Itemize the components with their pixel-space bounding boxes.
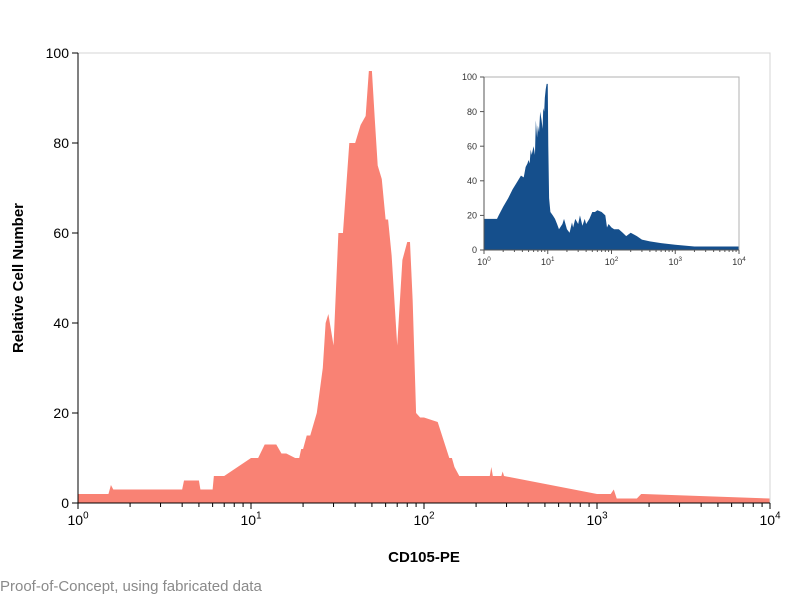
y-axis-title: Relative Cell Number xyxy=(10,203,27,353)
inset-x-tick-label: 100 xyxy=(477,256,491,267)
y-tick-label: 0 xyxy=(61,495,69,511)
x-tick-label: 103 xyxy=(586,511,608,528)
footer-note: Proof-of-Concept, using fabricated data xyxy=(0,578,262,595)
inset-x-axis-ticks: 100 101 102 103 104 xyxy=(477,250,746,267)
x-tick-label: 101 xyxy=(240,511,261,528)
inset-y-tick-label: 20 xyxy=(467,211,477,221)
inset-y-tick-label: 0 xyxy=(472,245,477,255)
inset-x-tick-label: 104 xyxy=(732,256,746,267)
inset-x-tick-label: 102 xyxy=(605,256,619,267)
x-tick-label: 104 xyxy=(759,511,781,528)
inset-y-tick-label: 60 xyxy=(467,141,477,151)
y-tick-label: 80 xyxy=(53,135,69,151)
main-plot: 0 20 40 60 80 100 100 101 102 103 104 CD105-PE Re… xyxy=(10,45,781,566)
inset-y-tick-label: 40 xyxy=(467,176,477,186)
x-tick-label: 100 xyxy=(67,511,89,528)
y-tick-label: 40 xyxy=(53,315,69,331)
inset-y-tick-label: 100 xyxy=(462,72,477,82)
y-axis-ticks: 0 20 40 60 80 100 xyxy=(46,45,78,511)
y-tick-label: 60 xyxy=(53,225,69,241)
y-tick-label: 20 xyxy=(53,405,69,421)
inset-y-axis-ticks: 0 20 40 60 80 100 xyxy=(462,72,484,255)
y-tick-label: 100 xyxy=(46,45,70,61)
x-axis-ticks: 100 101 102 103 104 xyxy=(67,503,781,528)
x-axis-title: CD105-PE xyxy=(388,549,460,566)
inset-x-tick-label: 103 xyxy=(668,256,682,267)
inset-x-tick-label: 101 xyxy=(541,256,555,267)
inset-histogram-area xyxy=(484,83,739,250)
x-tick-label: 102 xyxy=(413,511,434,528)
inset-y-tick-label: 80 xyxy=(467,107,477,117)
inset-plot: 0 20 40 60 80 100 100 101 102 103 104 xyxy=(462,72,746,267)
